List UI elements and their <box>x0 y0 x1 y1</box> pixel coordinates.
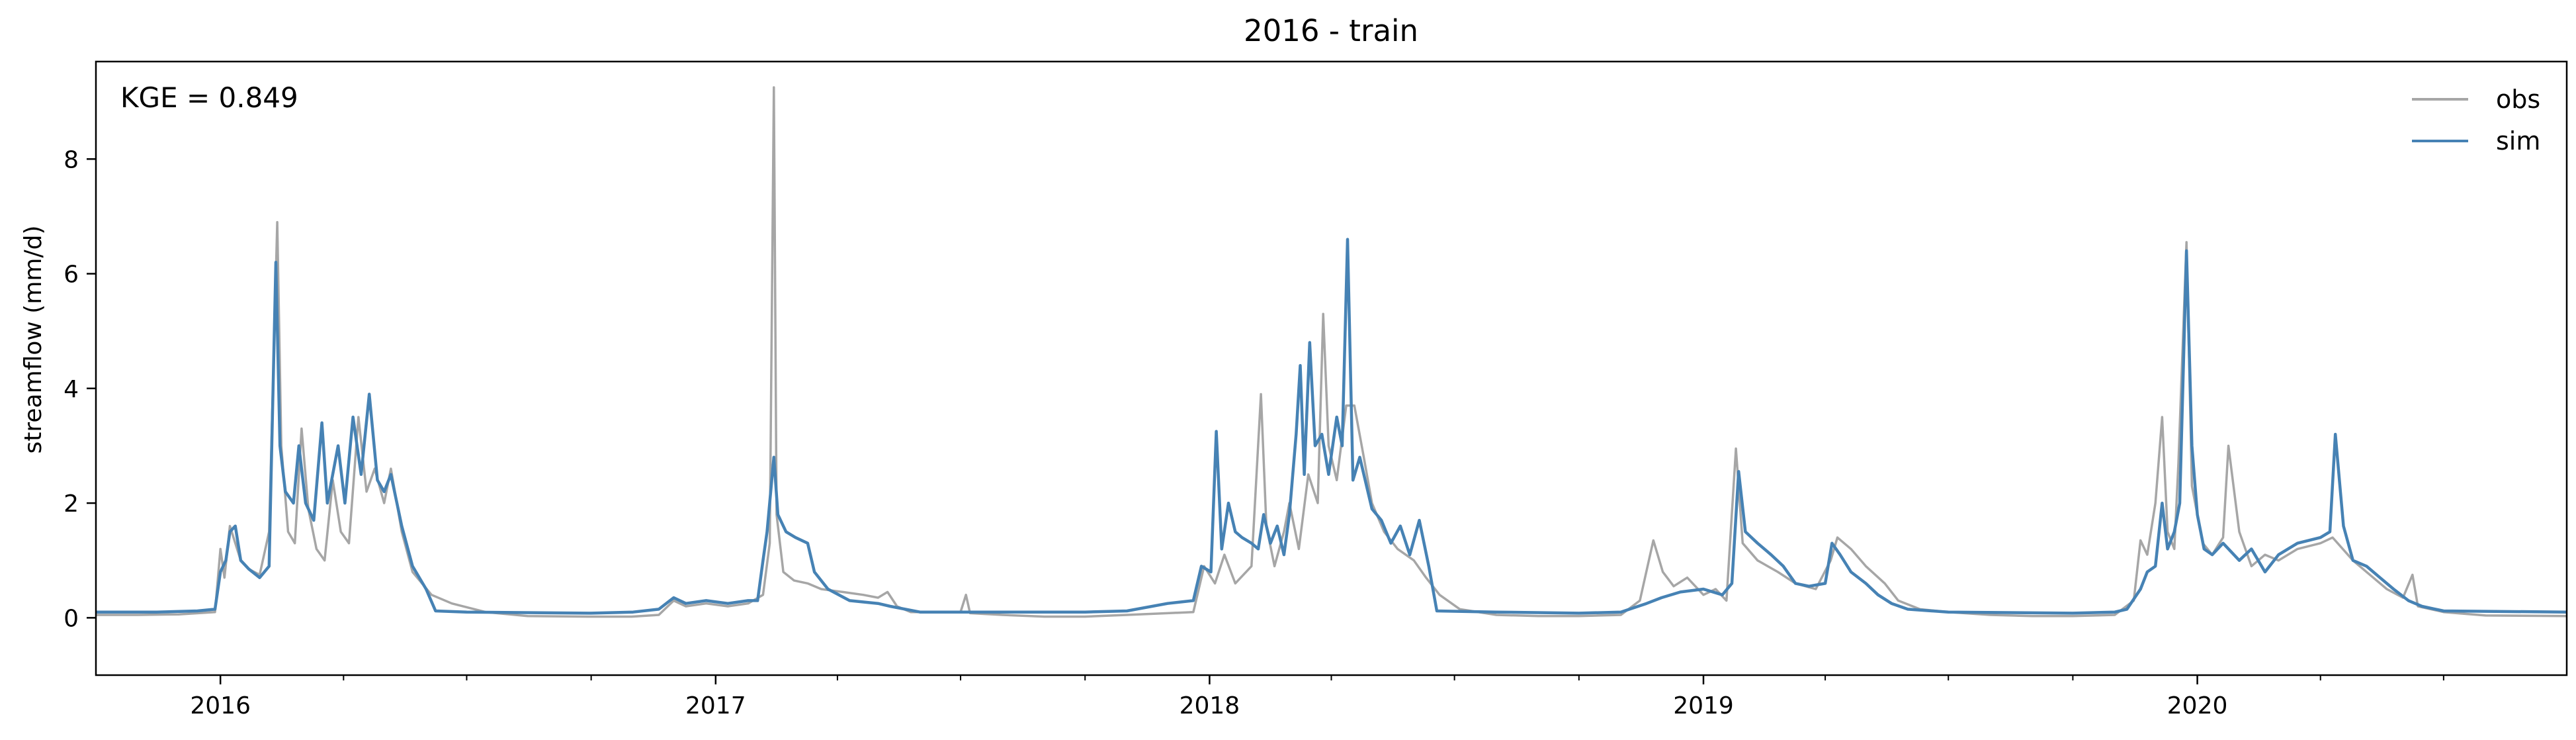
plot-frame <box>95 60 2568 676</box>
y-axis-label: streamflow (mm/d) <box>20 226 47 454</box>
y-tick-label: 8 <box>64 146 79 173</box>
axis-layer: 0 2 4 6 8 2016 2017 2018 2019 2020 <box>64 146 2444 719</box>
x-tick-label: 2020 <box>2167 692 2228 719</box>
x-tick-label: 2017 <box>685 692 746 719</box>
y-tick-label: 6 <box>64 261 79 289</box>
x-tick-label: 2018 <box>1180 692 1240 719</box>
series-layer <box>96 86 2567 618</box>
x-tick-label: 2016 <box>190 692 251 719</box>
x-tick-label: 2019 <box>1673 692 1734 719</box>
series-line-sim <box>96 238 2567 615</box>
chart-title: 2016 - train <box>1244 13 1418 48</box>
legend-label-obs: obs <box>2496 85 2540 114</box>
kge-annotation: KGE = 0.849 <box>120 81 298 114</box>
y-tick-label: 2 <box>64 490 79 518</box>
y-tick-label: 4 <box>64 376 79 403</box>
legend: obs sim <box>2412 85 2540 156</box>
legend-label-sim: sim <box>2496 126 2540 156</box>
y-tick-label: 0 <box>64 605 79 632</box>
